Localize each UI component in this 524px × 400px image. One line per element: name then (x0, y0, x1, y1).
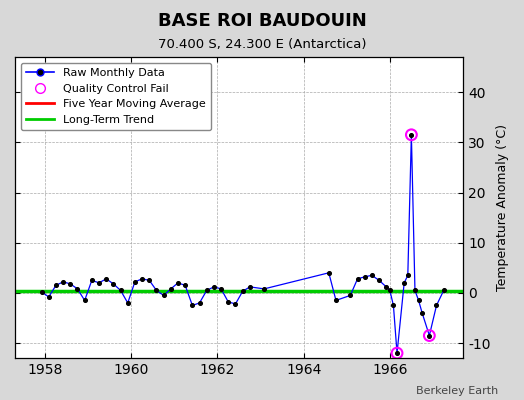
Point (95, 280, 103, 286)
Point (361, 274, 369, 280)
Point (393, 350, 401, 356)
Point (203, 287, 211, 294)
Point (81, 297, 89, 304)
Point (238, 288, 247, 294)
Point (324, 270, 333, 276)
Point (346, 292, 355, 299)
Point (411, 287, 419, 294)
Point (188, 302, 196, 309)
Point (52, 282, 60, 288)
Point (353, 276, 362, 282)
Legend: Raw Monthly Data, Quality Control Fail, Five Year Moving Average, Long-Term Tren: Raw Monthly Data, Quality Control Fail, … (20, 62, 211, 130)
Point (403, 272, 412, 278)
Point (66, 281, 74, 287)
Point (246, 284, 254, 290)
Point (217, 286, 225, 292)
Point (73, 286, 82, 292)
Point (425, 332, 433, 339)
Text: 70.400 S, 24.300 E (Antarctica): 70.400 S, 24.300 E (Antarctica) (158, 38, 366, 51)
Point (400, 280, 408, 286)
Point (59, 279, 67, 285)
Point (382, 284, 390, 290)
Point (389, 302, 398, 309)
Point (393, 350, 401, 356)
Point (124, 300, 132, 306)
Point (159, 292, 168, 299)
Point (152, 287, 161, 294)
Point (425, 332, 433, 339)
Point (332, 297, 340, 304)
Point (102, 276, 111, 282)
Point (195, 300, 204, 306)
Point (407, 132, 416, 138)
Point (138, 276, 146, 282)
Point (116, 287, 125, 294)
Point (432, 302, 441, 309)
Point (174, 280, 182, 286)
Point (414, 297, 423, 304)
Point (375, 277, 383, 284)
Point (386, 287, 394, 294)
Text: BASE ROI BAUDOUIN: BASE ROI BAUDOUIN (158, 12, 366, 30)
Point (418, 310, 427, 316)
Point (109, 281, 117, 287)
Point (130, 279, 139, 285)
Point (224, 299, 233, 305)
Point (37, 289, 46, 295)
Text: Berkeley Earth: Berkeley Earth (416, 386, 498, 396)
Point (260, 286, 268, 292)
Point (88, 277, 96, 284)
Point (167, 286, 175, 292)
Y-axis label: Temperature Anomaly (°C): Temperature Anomaly (°C) (496, 124, 509, 291)
Point (368, 272, 376, 278)
Point (210, 284, 218, 290)
Point (407, 132, 416, 138)
Point (440, 287, 448, 294)
Point (145, 277, 154, 284)
Point (231, 301, 239, 307)
Point (181, 282, 189, 288)
Point (45, 294, 53, 300)
